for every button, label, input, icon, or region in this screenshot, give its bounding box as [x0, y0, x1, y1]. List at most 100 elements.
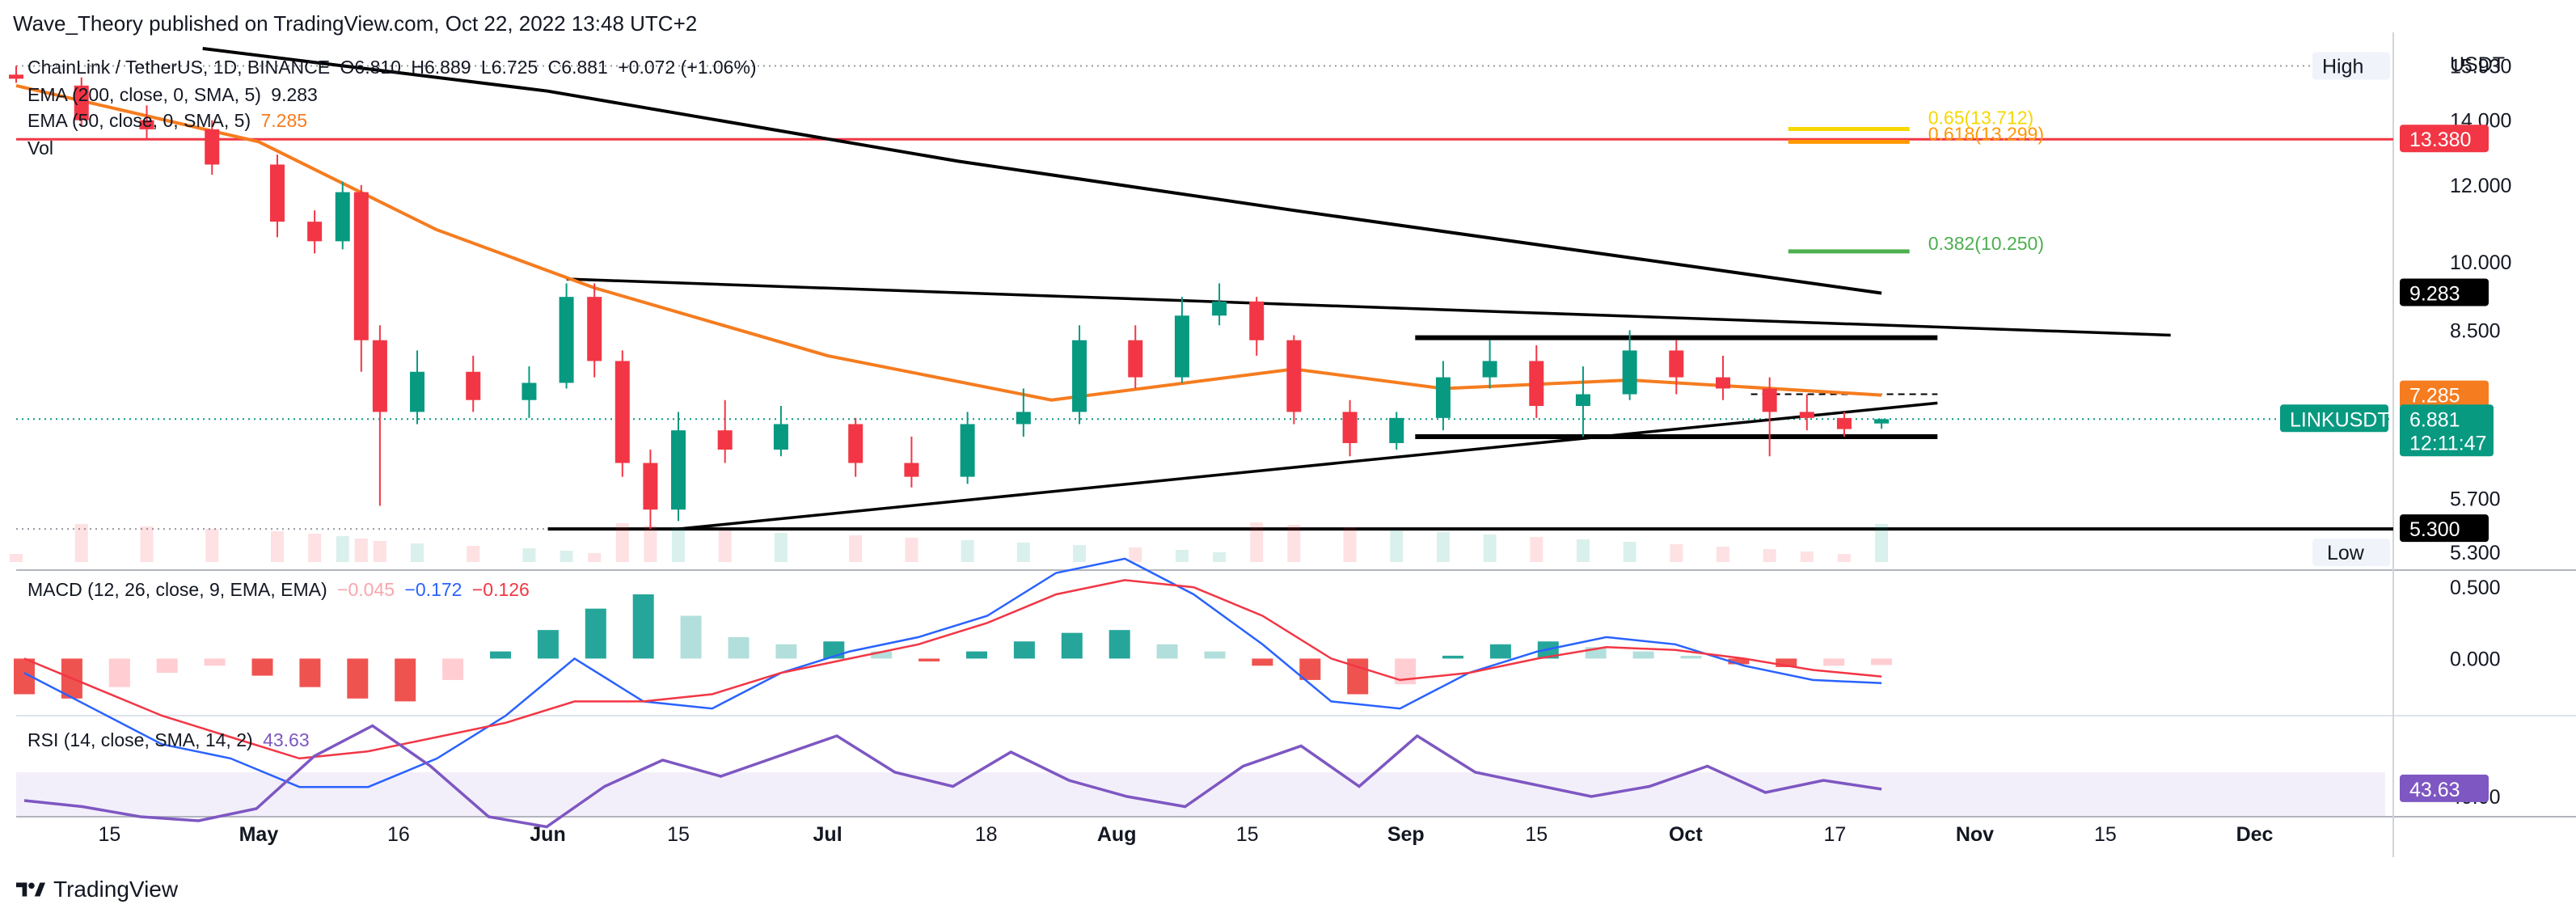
candle-body[interactable] [466, 371, 481, 400]
candle-body[interactable] [1286, 340, 1302, 412]
tradingview-footer[interactable]: TradingView [16, 877, 178, 902]
ema200-legend[interactable]: EMA (200, close, 0, SMA, 5) 9.283 [27, 84, 318, 106]
rsi-label: RSI (14, close, SMA, 14, 2) [27, 729, 253, 750]
volume-bar [1129, 547, 1142, 562]
macd-hist-value: −0.045 [337, 579, 395, 600]
candle-body[interactable] [1482, 361, 1497, 378]
candle-body[interactable] [353, 192, 369, 340]
candle-body[interactable] [773, 424, 788, 450]
candle-body[interactable] [1389, 417, 1404, 443]
candle-body[interactable] [372, 340, 387, 412]
symbol-legend[interactable]: ChainLink / TetherUS, 1D, BINANCE O6.810… [27, 57, 757, 78]
ema50-price-tag-text: 7.285 [2409, 385, 2460, 408]
candle-body[interactable] [1435, 377, 1451, 418]
candle-body[interactable] [904, 463, 919, 477]
rsi-value-tag-bg [2400, 774, 2489, 802]
candle-body[interactable] [1342, 412, 1358, 443]
support-price-tag-bg [2400, 514, 2489, 543]
candle-body[interactable] [1128, 340, 1143, 378]
candle-body[interactable] [1212, 301, 1227, 316]
macd-histogram-bar [1680, 655, 1702, 659]
candle-body[interactable] [587, 297, 602, 361]
candle-body[interactable] [9, 74, 23, 79]
candle-body[interactable] [1016, 412, 1031, 425]
candle-body[interactable] [1072, 340, 1087, 412]
candle-body[interactable] [1669, 350, 1684, 378]
macd-histogram-bar [1728, 658, 1750, 665]
time-axis-label: Dec [2236, 823, 2274, 846]
volume-bar [1436, 532, 1450, 562]
candle-body[interactable] [1762, 388, 1777, 412]
candle-body[interactable] [848, 424, 864, 463]
rsi-value-tag[interactable]: 43.63 [2400, 774, 2489, 802]
candle-body[interactable] [205, 129, 220, 165]
candle-body[interactable] [410, 371, 425, 412]
candle-body[interactable] [1174, 315, 1189, 378]
low-value: L6.725 [480, 57, 538, 78]
ema200-label: EMA (200, close, 0, SMA, 5) [27, 84, 261, 105]
time-axis-label: 18 [975, 823, 998, 846]
macd-signal-line[interactable] [23, 579, 1882, 760]
time-axis-label: 15 [1236, 823, 1259, 846]
volume-bar [1800, 551, 1814, 562]
volume-legend[interactable]: Vol [27, 137, 53, 159]
candle-body[interactable] [1799, 412, 1814, 418]
macd-histogram-bar [965, 651, 987, 659]
volume-bar [1530, 537, 1543, 562]
macd-line[interactable] [23, 557, 1882, 788]
candle-body[interactable] [643, 463, 658, 510]
volume-bar [1287, 525, 1301, 562]
candle-body[interactable] [307, 222, 323, 242]
candle-body[interactable] [1874, 419, 1890, 424]
macd-histogram-bar [632, 594, 654, 659]
ema50-line[interactable] [15, 83, 1882, 402]
candle-body[interactable] [1575, 394, 1590, 406]
ema50-price-tag[interactable]: 7.285 [2400, 380, 2489, 408]
candle-body[interactable] [1715, 377, 1730, 389]
ema200-price-tag-bg [2400, 278, 2489, 306]
candle-body[interactable] [671, 430, 686, 510]
ema200-line[interactable] [202, 47, 1882, 295]
macd-histogram-bar [775, 644, 797, 659]
candle-body[interactable] [335, 192, 350, 242]
macd-histogram-bar [1776, 658, 1797, 667]
time-axis-label: 15 [667, 823, 690, 846]
volume-bar [644, 526, 657, 562]
candle-body[interactable] [74, 85, 89, 120]
volume-bar [1213, 552, 1227, 562]
volume-bar [1623, 542, 1636, 562]
support-price-tag-text: 5.300 [2409, 518, 2460, 541]
volume-bar [1250, 522, 1264, 562]
triangle-upper-line[interactable] [566, 277, 2171, 337]
support-price-tag[interactable]: 5.300 [2400, 514, 2489, 543]
volume-bar [308, 534, 322, 562]
candle-body[interactable] [960, 424, 975, 477]
candle-body[interactable] [614, 361, 630, 463]
candle-body[interactable] [139, 120, 154, 129]
macd-legend[interactable]: MACD (12, 26, close, 9, EMA, EMA) −0.045… [27, 579, 530, 601]
candle-body[interactable] [559, 297, 574, 383]
volume-bar [1483, 535, 1497, 562]
candle-body[interactable] [1836, 417, 1852, 429]
rsi-value-tag-text: 43.63 [2409, 779, 2460, 801]
last-price-bg [2400, 404, 2494, 457]
resistance-price-tag[interactable]: 13.380 [2400, 125, 2489, 153]
macd-histogram-bar [1061, 632, 1083, 659]
candle-body[interactable] [1249, 301, 1265, 340]
rsi-line[interactable] [23, 724, 1882, 829]
triangle-lower-line[interactable] [678, 401, 1938, 530]
rsi-legend[interactable]: RSI (14, close, SMA, 14, 2) 43.63 [27, 729, 310, 751]
ema200-price-tag[interactable]: 9.283 [2400, 278, 2489, 306]
time-axis-label: 15 [1525, 823, 1548, 846]
volume-bar [1073, 545, 1087, 562]
candle-body[interactable] [1529, 361, 1544, 406]
volume-bar [905, 538, 918, 562]
time-axis-label: Sep [1387, 823, 1425, 846]
candle-body[interactable] [522, 382, 537, 400]
ema50-legend[interactable]: EMA (50, close, 0, SMA, 5) 7.285 [27, 110, 307, 132]
candle-body[interactable] [717, 430, 733, 450]
candle-body[interactable] [1622, 350, 1637, 395]
candle-body[interactable] [269, 164, 285, 222]
